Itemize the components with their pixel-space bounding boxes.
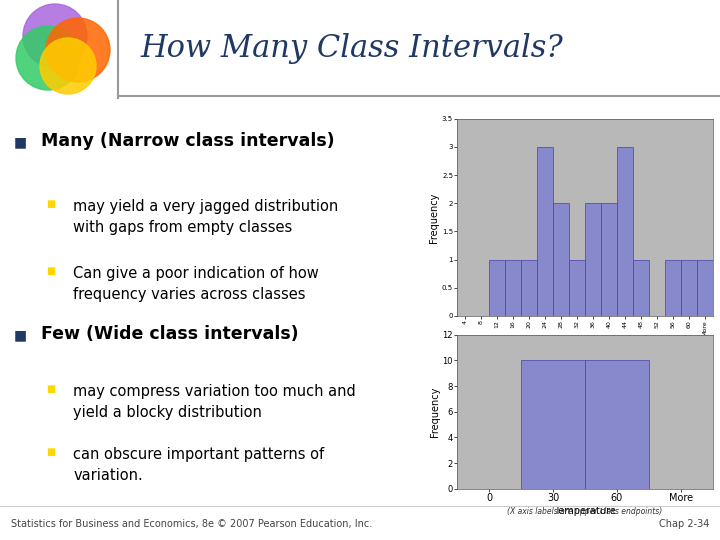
Text: may compress variation too much and
yield a blocky distribution: may compress variation too much and yiel… [73,384,356,420]
Bar [665,260,681,316]
Text: Many (Narrow class intervals): Many (Narrow class intervals) [41,132,335,150]
Circle shape [23,4,87,68]
X-axis label: Temperature: Temperature [554,339,616,348]
Bar [633,260,649,316]
Circle shape [46,18,110,82]
Circle shape [16,26,80,90]
Text: Statistics for Business and Economics, 8e © 2007 Pearson Education, Inc.: Statistics for Business and Economics, 8… [11,519,372,529]
Text: ■: ■ [46,199,55,208]
Bar [505,260,521,316]
Bar [489,260,505,316]
Bar [601,203,617,316]
Text: ■: ■ [46,384,55,394]
Bar [697,260,713,316]
Text: ■: ■ [46,266,55,276]
Bar [617,147,633,316]
Y-axis label: Frequency: Frequency [429,192,439,242]
Text: ■: ■ [46,447,55,457]
Bar [553,203,569,316]
Text: Can give a poor indication of how
frequency varies across classes: Can give a poor indication of how freque… [73,266,319,302]
Bar [681,260,697,316]
Text: (X axis labels are upper class endpoints): (X axis labels are upper class endpoints… [508,507,662,516]
Text: ■: ■ [14,136,27,150]
Bar [569,260,585,316]
Text: Chap 2-34: Chap 2-34 [659,519,709,529]
Text: ■: ■ [14,329,27,343]
Text: How Many Class Intervals?: How Many Class Intervals? [140,32,563,64]
Bar [585,203,601,316]
Bar [521,361,585,489]
Bar [537,147,553,316]
Text: Few (Wide class intervals): Few (Wide class intervals) [41,325,299,343]
Text: may yield a very jagged distribution
with gaps from empty classes: may yield a very jagged distribution wit… [73,199,338,235]
X-axis label: Temperature: Temperature [554,505,616,516]
Bar [521,260,537,316]
Circle shape [40,38,96,94]
Bar [585,361,649,489]
Text: can obscure important patterns of
variation.: can obscure important patterns of variat… [73,447,324,483]
Y-axis label: Frequency: Frequency [430,387,440,437]
